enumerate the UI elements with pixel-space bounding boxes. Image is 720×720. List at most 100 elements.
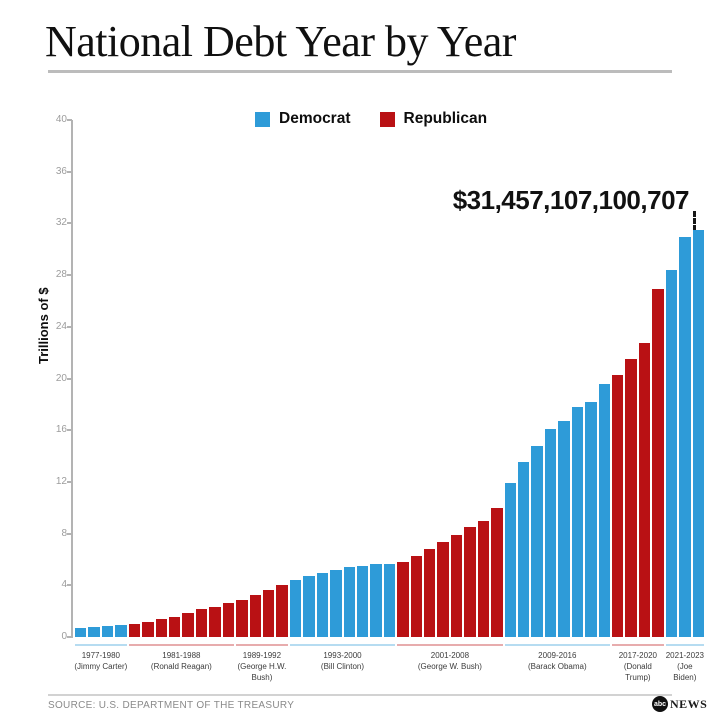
y-tick-label: 16: [55, 424, 67, 436]
bar-1977: [75, 627, 87, 637]
bar-1998: [356, 565, 369, 637]
term-label: 1989-1992 (George H.W. Bush): [228, 650, 296, 683]
bar-2010: [518, 461, 530, 637]
bar-1990: [249, 595, 261, 637]
y-tick-label: 4: [61, 579, 67, 591]
legend: Democrat Republican: [255, 110, 487, 128]
term-label: 2001-2008 (George W. Bush): [389, 650, 510, 672]
legend-item-republican: Republican: [379, 110, 488, 128]
bar-2016: [598, 384, 611, 637]
y-tick-mark: [67, 222, 72, 225]
bar-1984: [168, 616, 181, 637]
bar-1983: [155, 619, 167, 637]
y-tick-label: 32: [55, 217, 67, 229]
bar-2019: [638, 343, 651, 637]
bar-1988: [222, 603, 235, 637]
source-credit: SOURCE: U.S. DEPARTMENT OF THE TREASURY: [48, 700, 295, 711]
y-tick-mark: [67, 480, 72, 483]
bar-2018: [625, 358, 637, 637]
legend-item-democrat: Democrat: [255, 110, 351, 128]
term-underline: [665, 644, 704, 646]
title-divider: [48, 70, 672, 73]
page-title: National Debt Year by Year: [45, 17, 516, 66]
bar-1997: [343, 567, 355, 637]
term-years: 2021-2023: [665, 651, 704, 660]
bar-1989: [236, 600, 248, 637]
term-president: (George W. Bush): [417, 662, 482, 671]
term-years: 1989-1992: [242, 651, 282, 660]
y-tick-mark: [67, 274, 72, 277]
term-underline: [504, 644, 610, 646]
term-years: 1993-2000: [323, 651, 362, 660]
term-years: 1977-1980: [81, 651, 120, 660]
term-years: 2017-2020: [618, 651, 657, 660]
bar-2007: [477, 520, 490, 637]
y-tick-mark: [67, 429, 72, 432]
term-underline: [128, 644, 235, 646]
term-label: 2021-2023 (Joe Biden): [658, 650, 712, 683]
term-years: 2009-2016: [538, 651, 577, 660]
y-tick-mark: [67, 170, 72, 173]
term-president: (George H.W. Bush): [237, 662, 287, 682]
term-president: (Bill Clinton): [320, 662, 365, 671]
debt-total-annotation: $31,457,107,100,707: [452, 185, 690, 215]
bar-1995: [316, 572, 329, 637]
term-president: (Joe Biden): [673, 662, 697, 682]
bar-1996: [330, 569, 342, 637]
bar-1999: [370, 563, 382, 637]
term-label: 1977-1980 (Jimmy Carter): [67, 650, 135, 672]
bar-2020: [652, 288, 664, 637]
bar-2003: [424, 549, 436, 637]
y-tick-label: 24: [55, 320, 67, 332]
y-tick-label: 0: [61, 631, 67, 642]
y-tick-label: 12: [55, 475, 67, 487]
term-underline: [236, 644, 288, 646]
bar-2015: [585, 402, 597, 637]
y-tick-label: 20: [55, 372, 67, 384]
term-president: (Ronald Reagan): [150, 662, 212, 671]
bar-2009: [504, 483, 517, 637]
bar-2000: [383, 563, 396, 637]
bar-1979: [101, 626, 114, 637]
bar-1994: [303, 576, 315, 637]
bar-2017: [612, 375, 624, 637]
y-tick-mark: [67, 119, 72, 121]
democrat-swatch-icon: [255, 111, 270, 127]
legend-label-republican: Republican: [403, 110, 488, 127]
term-label: 1993-2000 (Bill Clinton): [282, 650, 403, 672]
bar-2005: [450, 534, 463, 637]
abc-logo-icon: abc: [652, 696, 668, 712]
bar-1981: [128, 623, 141, 637]
bar-1980: [115, 625, 127, 637]
y-tick-mark: [67, 325, 72, 328]
footer-divider: [48, 694, 672, 696]
term-label: 1981-1988 (Ronald Reagan): [121, 650, 242, 672]
bar-2012: [544, 429, 557, 637]
bar-2008: [491, 507, 503, 637]
legend-label-democrat: Democrat: [279, 110, 351, 127]
term-underline: [397, 644, 503, 646]
bar-2011: [531, 445, 543, 637]
bar-2004: [437, 541, 449, 637]
term-underline: [75, 644, 127, 646]
bar-1991: [262, 589, 275, 637]
bar-1992: [276, 584, 288, 637]
plot-area: 1977-1980 (Jimmy Carter) 1981-1988 (Ronald …: [74, 120, 704, 682]
bar-2014: [571, 406, 584, 637]
y-tick-label: 8: [61, 527, 67, 539]
y-tick-label: 36: [55, 165, 67, 177]
y-tick-mark: [67, 584, 72, 587]
bar-2022: [679, 237, 691, 637]
bar-2002: [410, 556, 423, 637]
term-president: (Jimmy Carter): [74, 662, 128, 671]
bar-2021: [665, 269, 678, 637]
bar-1986: [195, 609, 208, 637]
bar-2013: [558, 420, 570, 637]
y-axis-line: [71, 120, 73, 638]
term-underline: [612, 644, 664, 646]
bar-1985: [182, 613, 194, 637]
bar-1982: [142, 622, 154, 637]
y-tick-mark: [67, 532, 72, 535]
y-tick-mark: [67, 636, 72, 638]
